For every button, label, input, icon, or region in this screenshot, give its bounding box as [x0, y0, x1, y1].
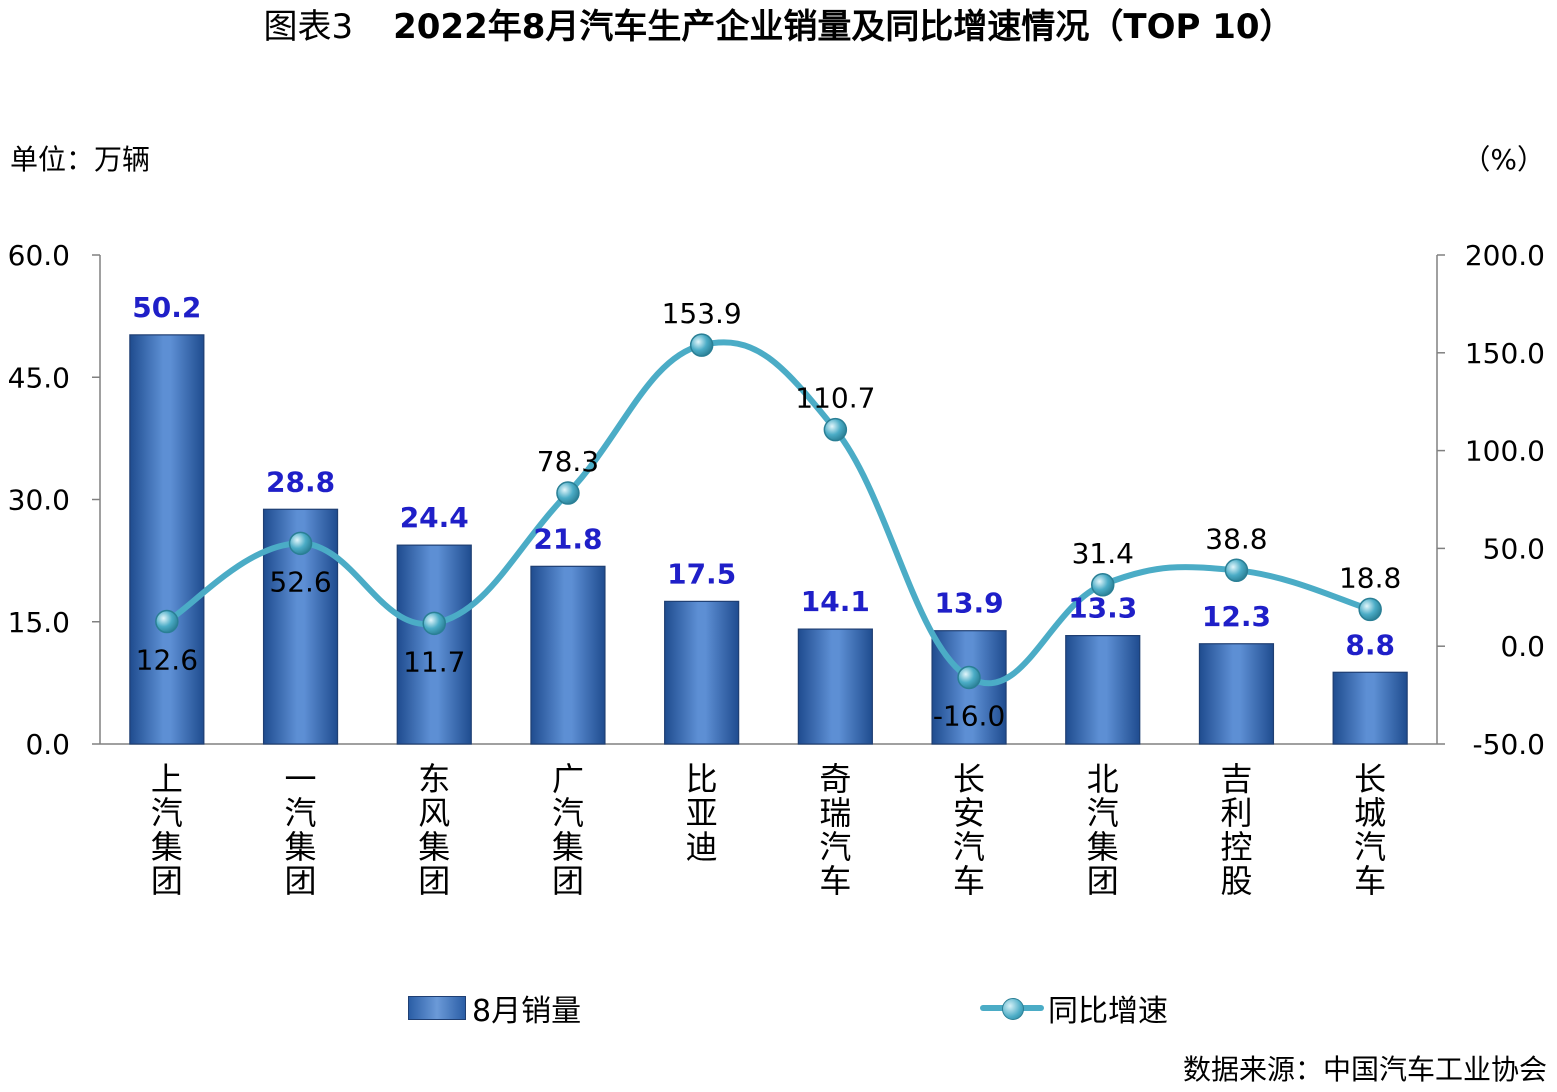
- bar-value-label: 21.8: [533, 522, 602, 555]
- right-axis-tick-label: -50.0: [1473, 728, 1545, 761]
- right-axis-tick-label: 150.0: [1465, 337, 1545, 370]
- growth-value-label: 78.3: [537, 445, 599, 478]
- growth-point-marker: [1358, 597, 1382, 622]
- growth-value-label: 18.8: [1339, 561, 1401, 594]
- x-axis-category-label: 奇瑞汽车: [819, 760, 851, 900]
- growth-point-marker: [823, 417, 848, 442]
- growth-value-label: 153.9: [662, 297, 742, 330]
- bar-sales: [1065, 635, 1141, 745]
- bar-value-label: 24.4: [400, 501, 469, 534]
- x-axis-category-label: 北汽集团: [1087, 760, 1119, 900]
- left-axis-tick-label: 0.0: [25, 728, 70, 761]
- left-axis-unit: 单位：万辆: [10, 143, 151, 176]
- data-source: 数据来源：中国汽车工业协会: [1182, 1053, 1547, 1086]
- x-axis-category-label: 东风集团: [418, 760, 450, 900]
- bar-value-label: 8.8: [1345, 628, 1395, 661]
- chart-title-main: 2022年8月汽车生产企业销量及同比增速情况（TOP 10）: [393, 7, 1294, 47]
- left-axis-tick-label: 30.0: [8, 484, 70, 517]
- legend-item-sales: 8月销量: [408, 986, 581, 1030]
- chart-title: 图表3 2022年8月汽车生产企业销量及同比增速情况（TOP 10）: [0, 4, 1557, 50]
- bar-sales: [1198, 643, 1275, 745]
- right-axis-tick-label: 50.0: [1483, 532, 1545, 565]
- growth-value-label: 110.7: [795, 382, 875, 415]
- chart-title-prefix: 图表3: [263, 7, 354, 47]
- bar-sales: [797, 628, 873, 745]
- x-axis-category-label: 上汽集团: [151, 760, 183, 900]
- bar-sales: [530, 565, 606, 745]
- chart-legend: 8月销量 同比增速: [0, 986, 1557, 1030]
- growth-value-label: 38.8: [1205, 522, 1267, 555]
- growth-point-marker: [422, 611, 446, 636]
- growth-point-marker: [556, 481, 580, 505]
- legend-line-swatch: [980, 986, 1044, 1030]
- bar-value-label: 17.5: [667, 557, 736, 590]
- bar-sales: [1332, 671, 1408, 745]
- growth-value-label: 11.7: [403, 645, 465, 678]
- x-axis-category-label: 广汽集团: [552, 760, 584, 900]
- bar-value-label: 14.1: [801, 585, 870, 618]
- growth-value-label: 52.6: [269, 565, 331, 598]
- growth-point-marker: [155, 609, 179, 634]
- x-axis-category-label: 吉利控股: [1220, 760, 1252, 900]
- bar-value-label: 50.2: [132, 291, 201, 324]
- growth-point-marker: [1224, 558, 1249, 583]
- growth-series-line: [163, 339, 1374, 687]
- bar-value-label: 13.3: [1068, 592, 1137, 625]
- bar-value-label: 28.8: [266, 465, 335, 498]
- growth-value-label: -16.0: [933, 699, 1005, 732]
- left-axis-tick-label: 60.0: [8, 239, 70, 272]
- growth-point-marker: [689, 333, 714, 357]
- legend-label-sales: 8月销量: [472, 994, 582, 1029]
- x-axis-category-label: 一汽集团: [285, 760, 317, 900]
- x-axis-category-label: 长安汽车: [953, 760, 985, 900]
- growth-value-label: 12.6: [136, 644, 198, 677]
- left-axis-tick-label: 15.0: [8, 606, 70, 639]
- right-axis-tick-label: 0.0: [1500, 630, 1545, 663]
- growth-point-marker: [288, 531, 313, 556]
- legend-item-growth: 同比增速: [980, 986, 1168, 1030]
- bar-value-label: 13.9: [935, 587, 1004, 620]
- bar-sales: [129, 334, 205, 745]
- bar-sales: [664, 600, 740, 745]
- growth-value-label: 31.4: [1072, 537, 1134, 570]
- right-axis-unit: （%）: [1462, 143, 1545, 176]
- bar-value-label: 12.3: [1202, 600, 1271, 633]
- left-axis-tick-label: 45.0: [8, 361, 70, 394]
- right-axis-tick-label: 200.0: [1465, 239, 1545, 272]
- growth-point-marker: [1091, 573, 1115, 597]
- x-axis-category-label: 比亚迪: [686, 760, 718, 866]
- right-axis-tick-label: 100.0: [1465, 435, 1545, 468]
- growth-point-marker: [957, 665, 981, 690]
- legend-label-growth: 同比增速: [1048, 994, 1168, 1029]
- x-axis-category-label: 长城汽车: [1354, 760, 1386, 900]
- chart-canvas: 0.0 15.0 30.0 45.0 60.0 -50.0 0.0 50.0 100.0 150.…: [8, 239, 1545, 900]
- bar-sales: [396, 544, 472, 745]
- legend-bar-swatch: [408, 996, 466, 1020]
